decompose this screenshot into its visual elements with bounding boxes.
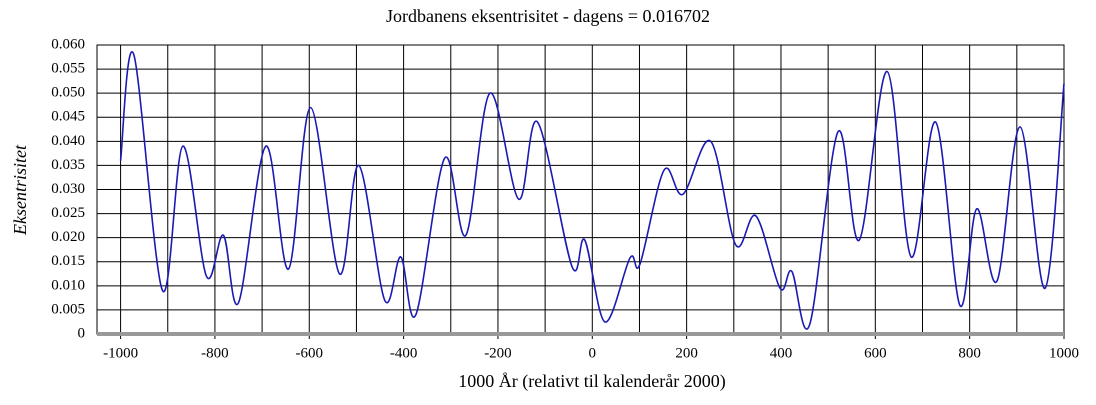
y-tick-label: 0.035 [51, 157, 85, 173]
y-tick-label: 0.055 [51, 61, 85, 77]
x-tick-label: 800 [958, 345, 981, 361]
y-tick-label: 0 [78, 325, 86, 341]
y-tick-label: 0.050 [51, 85, 85, 101]
y-tick-label: 0.020 [51, 229, 85, 245]
x-tick-label: 0 [589, 345, 597, 361]
x-tick-label: 600 [864, 345, 887, 361]
x-tick-label: -1000 [103, 345, 138, 361]
chart-title: Jordbanens eksentrisitet - dagens = 0.01… [386, 6, 710, 26]
x-tick-label: -800 [201, 345, 229, 361]
y-tick-label: 0.010 [51, 277, 85, 293]
x-tick-label: 1000 [1049, 345, 1079, 361]
y-tick-label: 0.030 [51, 181, 85, 197]
x-tick-label: 400 [770, 345, 793, 361]
y-tick-label: 0.015 [51, 253, 85, 269]
x-tick-label: -600 [296, 345, 324, 361]
x-axis-label: 1000 År (relativt til kalenderår 2000) [458, 371, 725, 392]
x-tick-label: 200 [675, 345, 698, 361]
y-tick-label: 0.045 [51, 109, 85, 125]
y-axis-label: Eksentrisitet [10, 144, 30, 236]
y-tick-label: 0.060 [51, 36, 85, 52]
y-tick-label: 0.040 [51, 133, 85, 149]
y-tick-label: 0.025 [51, 205, 85, 221]
data-line [119, 51, 1065, 330]
x-tick-label: -200 [484, 345, 512, 361]
x-tick-label: -400 [390, 345, 418, 361]
y-tick-label: 0.005 [51, 301, 85, 317]
